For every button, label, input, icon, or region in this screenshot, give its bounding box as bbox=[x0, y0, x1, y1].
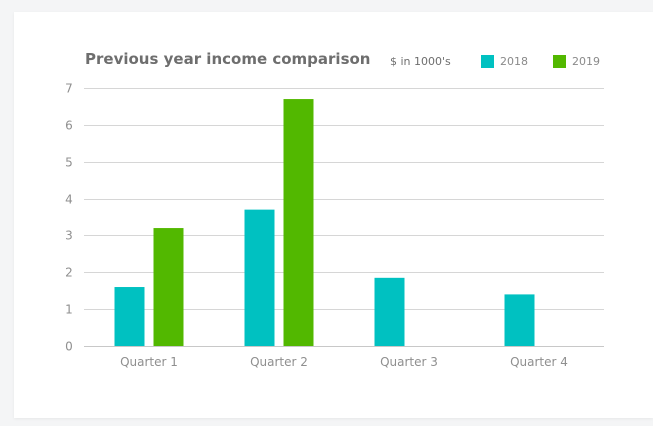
chart-title: Previous year income comparison bbox=[85, 50, 371, 68]
x-axis-labels: Quarter 1 Quarter 2 Quarter 3 Quarter 4 bbox=[120, 355, 568, 369]
legend-label-2019: 2019 bbox=[572, 55, 600, 68]
y-tick-label: 2 bbox=[65, 266, 73, 280]
chart-card bbox=[14, 12, 653, 418]
x-tick-label: Quarter 2 bbox=[250, 355, 308, 369]
y-tick-label: 0 bbox=[65, 340, 73, 354]
bar-2019-q2 bbox=[283, 99, 314, 346]
bars bbox=[114, 99, 535, 346]
bar-2018-q1 bbox=[114, 287, 145, 346]
y-tick-label: 5 bbox=[65, 156, 73, 170]
y-tick-label: 4 bbox=[65, 193, 73, 207]
y-tick-label: 1 bbox=[65, 303, 73, 317]
x-tick-label: Quarter 4 bbox=[510, 355, 568, 369]
bar-2018-q3 bbox=[374, 277, 405, 346]
unit-label: $ in 1000's bbox=[390, 55, 451, 68]
legend: 2018 2019 bbox=[481, 55, 600, 68]
legend-swatch-2019 bbox=[553, 55, 566, 68]
legend-label-2018: 2018 bbox=[500, 55, 528, 68]
x-tick-label: Quarter 3 bbox=[380, 355, 438, 369]
bar-2018-q4 bbox=[504, 294, 535, 346]
x-tick-label: Quarter 1 bbox=[120, 355, 178, 369]
bar-2019-q1 bbox=[153, 228, 184, 346]
y-tick-label: 7 bbox=[65, 82, 73, 96]
bar-2018-q2 bbox=[244, 209, 275, 346]
legend-swatch-2018 bbox=[481, 55, 494, 68]
y-axis-ticks: 0 1 2 3 4 5 6 7 bbox=[65, 82, 73, 354]
y-tick-label: 3 bbox=[65, 229, 73, 243]
y-tick-label: 6 bbox=[65, 119, 73, 133]
